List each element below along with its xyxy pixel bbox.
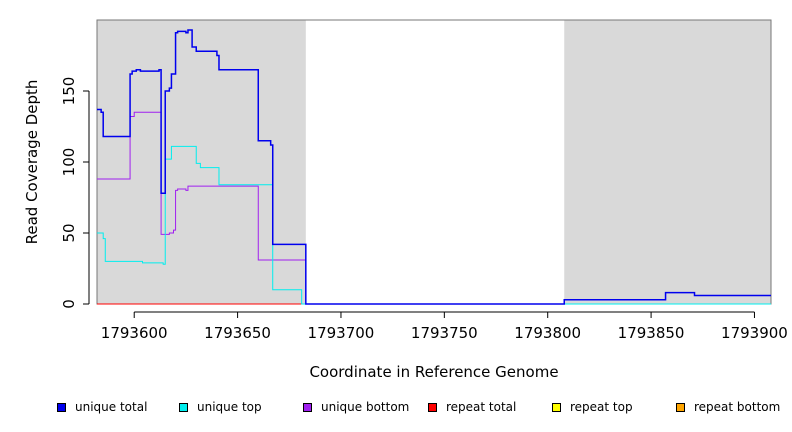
x-tick-label: 1793600 bbox=[101, 324, 168, 342]
legend-swatch bbox=[552, 402, 561, 412]
y-tick-label: 0 bbox=[60, 299, 78, 309]
legend-label: repeat top bbox=[570, 400, 633, 414]
x-tick-label: 1793650 bbox=[204, 324, 271, 342]
legend-item-unique-bottom: unique bottom bbox=[303, 400, 409, 414]
legend-item-repeat-total: repeat total bbox=[428, 400, 516, 414]
legend-label: repeat total bbox=[446, 400, 517, 414]
legend-swatch bbox=[428, 402, 437, 412]
y-axis-title: Read Coverage Depth bbox=[23, 80, 41, 245]
y-tick-label: 100 bbox=[60, 148, 78, 177]
legend-label: repeat bottom bbox=[694, 400, 781, 414]
legend-swatch bbox=[57, 402, 66, 412]
shaded-region-0 bbox=[97, 20, 306, 304]
plot-background bbox=[96, 19, 772, 305]
y-tick-label: 150 bbox=[60, 77, 78, 106]
series-layer bbox=[97, 29, 771, 305]
series-unique-bottom bbox=[97, 111, 771, 305]
series-unique-total bbox=[97, 29, 771, 305]
legend-label: unique top bbox=[197, 400, 262, 414]
x-tick-label: 1793900 bbox=[721, 324, 788, 342]
x-axis: 1793600 1793650 1793700 1793750 1793800 17938… bbox=[101, 311, 788, 342]
x-tick-label: 1793850 bbox=[618, 324, 685, 342]
legend-swatch bbox=[303, 402, 312, 412]
legend: unique total unique top unique bottom repea… bbox=[0, 400, 792, 418]
legend-item-repeat-top: repeat top bbox=[552, 400, 633, 414]
y-axis: 0 50 100 150 bbox=[60, 77, 90, 309]
legend-label: unique bottom bbox=[321, 400, 410, 414]
x-axis-title: Coordinate in Reference Genome bbox=[309, 363, 558, 381]
x-tick-label: 1793700 bbox=[308, 324, 375, 342]
x-tick-label: 1793800 bbox=[514, 324, 581, 342]
legend-swatch bbox=[179, 402, 188, 412]
shaded-region-1 bbox=[564, 20, 771, 304]
legend-item-unique-total: unique total bbox=[57, 400, 147, 414]
legend-item-unique-top: unique top bbox=[179, 400, 262, 414]
x-tick-label: 1793750 bbox=[411, 324, 478, 342]
y-tick-label: 50 bbox=[60, 223, 78, 242]
legend-swatch bbox=[676, 402, 685, 412]
legend-item-repeat-bottom: repeat bottom bbox=[676, 400, 780, 414]
legend-label: unique total bbox=[75, 400, 148, 414]
